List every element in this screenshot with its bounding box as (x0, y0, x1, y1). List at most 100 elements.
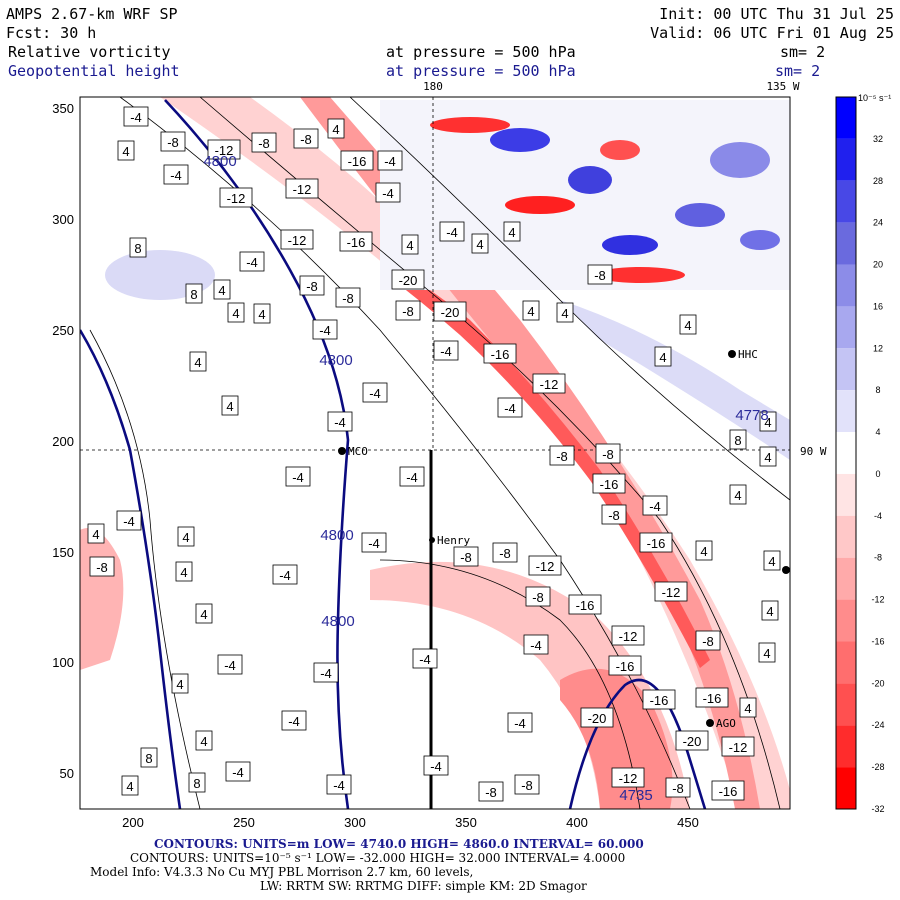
contour-label-value: -4 (334, 415, 346, 430)
contour-label-value: -4 (320, 666, 332, 681)
contour-label-box (285, 466, 311, 487)
contour-label-value: -16 (347, 235, 366, 250)
y-tick-label: 350 (52, 101, 74, 116)
colorbar-tick-label: 0 (875, 469, 880, 479)
contour-label-value: -12 (540, 377, 559, 392)
contour-label-value: 4 (700, 544, 707, 559)
x-tick-label: 200 (122, 815, 144, 830)
footer-model-info: Model Info: V4.3.3 No Cu MYJ PBL Morriso… (90, 865, 473, 879)
contour-label-value: -8 (532, 590, 544, 605)
contour-label-value: -8 (460, 550, 472, 565)
contour-label-box (695, 630, 721, 651)
contour-label-box (175, 561, 193, 582)
station-marker-hhc[interactable] (728, 350, 736, 358)
contour-label-box (665, 777, 691, 798)
contour-label-value: 4 (744, 701, 751, 716)
contour-label-value: -20 (588, 711, 607, 726)
contour-label-value: 8 (190, 287, 197, 302)
contour-label-box (225, 761, 251, 782)
contour-label-value: -8 (96, 560, 108, 575)
meridian-135w-label: 135 W (766, 80, 799, 93)
contour-label-value: -16 (576, 598, 595, 613)
colorbar-tick-label: -12 (871, 595, 884, 605)
contour-label-box (213, 279, 231, 300)
height-contour-label: 4800 (320, 527, 353, 544)
contour-label-box (654, 346, 672, 367)
height-contour-label: 4800 (319, 352, 352, 369)
contour-label-box (758, 642, 776, 663)
contour-label-box (217, 654, 243, 675)
colorbar-tick-label: 12 (873, 343, 883, 353)
contour-label-value: 4 (200, 734, 207, 749)
station-marker-east[interactable] (782, 566, 790, 574)
contour-label-value: 4 (182, 530, 189, 545)
colorbar-swatch (836, 557, 856, 600)
contour-label-value: -4 (368, 536, 380, 551)
contour-label-value: -8 (306, 279, 318, 294)
turbulent-cells (430, 117, 780, 283)
contour-label-box (639, 532, 673, 553)
footer-vort-contours: CONTOURS: UNITS=10⁻⁵ s⁻¹ LOW= -32.000 HI… (130, 851, 625, 865)
contour-label-value: 4 (180, 565, 187, 580)
station-marker-mco[interactable] (338, 447, 346, 455)
colorbar-swatch (836, 306, 856, 349)
contour-label-box (523, 634, 549, 655)
contour-label-value: 4 (684, 318, 691, 333)
contour-label-value: 8 (145, 751, 152, 766)
contour-label-box (729, 484, 747, 505)
contour-label-box (140, 747, 158, 768)
contour-label-value: -4 (123, 514, 135, 529)
contour-label-box (679, 314, 697, 335)
contour-label-value: -4 (369, 386, 381, 401)
contour-label-box (312, 319, 338, 340)
y-tick-label: 50 (60, 766, 74, 781)
contour-label-box (654, 581, 688, 602)
contour-label-box (642, 689, 676, 710)
contour-label-box (188, 772, 206, 793)
contour-label-value: -12 (293, 182, 312, 197)
contour-label-value: 4 (258, 307, 265, 322)
contour-label-group: -4-8-12-4-8 -84-16 -4-44-12-12-12 -16 4-4448… (87, 106, 781, 804)
contour-label-value: 4 (226, 399, 233, 414)
contour-label-value: -4 (440, 344, 452, 359)
contour-label-box (163, 164, 189, 185)
contour-label-box (285, 178, 319, 199)
contour-label-box (568, 594, 602, 615)
colorbar-swatch (836, 138, 856, 181)
contour-label-value: -8 (167, 135, 179, 150)
field2-smoothing: sm= 2 (775, 62, 820, 80)
contour-label-value: -8 (521, 778, 533, 793)
contour-label-value: -4 (514, 716, 526, 731)
contour-label-value: 4 (218, 283, 225, 298)
colorbar-tick-label: -4 (874, 511, 882, 521)
contour-label-value: -4 (292, 470, 304, 485)
contour-label-value: 4 (232, 306, 239, 321)
contour-label-value: -4 (649, 499, 661, 514)
contour-label-box (478, 781, 504, 802)
contour-label-box (532, 373, 566, 394)
contour-label-value: 4 (763, 646, 770, 661)
contour-label-box (89, 556, 115, 577)
station-marker-henry[interactable] (429, 537, 435, 543)
plot-frame (79, 96, 791, 810)
contour-label-box (695, 540, 713, 561)
contour-label-value: -4 (279, 568, 291, 583)
contour-label-value: 4 (764, 415, 771, 430)
contour-label-box (391, 269, 425, 290)
colorbar-tick-label: -16 (871, 636, 884, 646)
contour-label-value: -4 (232, 765, 244, 780)
contour-label-value: -4 (406, 470, 418, 485)
colorbar-swatch (836, 641, 856, 684)
station-marker-ago[interactable] (706, 719, 714, 727)
contour-label-value: -8 (556, 449, 568, 464)
station-label-mco: MCO (348, 445, 368, 458)
init-time: Init: 00 UTC Thu 31 Jul 25 (659, 5, 894, 23)
contour-label-box (335, 287, 361, 308)
contour-label-value: -4 (224, 658, 236, 673)
contour-label-box (313, 662, 339, 683)
contour-label-value: -8 (602, 447, 614, 462)
contour-label-box (177, 526, 195, 547)
colorbar-swatch (836, 390, 856, 433)
contour-label-box (207, 139, 241, 160)
contour-label-box (377, 150, 403, 171)
